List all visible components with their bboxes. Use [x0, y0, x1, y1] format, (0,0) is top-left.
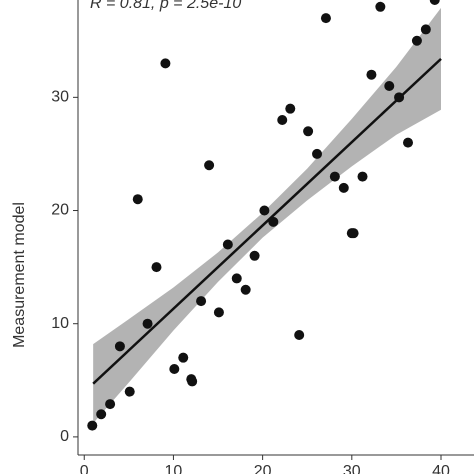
point [294, 330, 305, 341]
point [87, 420, 98, 431]
x-tick-label: 40 [432, 463, 450, 474]
x-tick-label: 30 [343, 463, 361, 474]
point [329, 171, 340, 182]
point [240, 284, 251, 295]
point [320, 13, 331, 24]
point [105, 399, 116, 410]
annotation: R = 0.81, p = 2.5e-10 [90, 0, 241, 12]
point [169, 363, 180, 374]
point [366, 69, 377, 80]
point [114, 341, 125, 352]
confidence-band [93, 7, 441, 424]
y-tick-label: 10 [51, 315, 69, 332]
point [348, 228, 359, 239]
point [303, 126, 314, 137]
point [132, 194, 143, 205]
point [312, 148, 323, 159]
point [420, 24, 431, 35]
regression-line [92, 57, 442, 385]
point [196, 296, 207, 307]
point [222, 239, 233, 250]
point [178, 352, 189, 363]
point [277, 114, 288, 125]
y-axis-label: Measurement model [11, 202, 28, 348]
point [187, 376, 198, 387]
y-tick-label: 30 [51, 89, 69, 106]
point [338, 182, 349, 193]
point [285, 103, 296, 114]
point [429, 0, 440, 5]
point [160, 58, 171, 69]
point [259, 205, 270, 216]
point [375, 1, 386, 12]
y-tick-label: 20 [51, 202, 69, 219]
point [204, 160, 215, 171]
point [249, 250, 260, 261]
point [384, 81, 395, 92]
point [142, 318, 153, 329]
point [403, 137, 413, 148]
x-tick-label: 10 [165, 463, 183, 474]
point [151, 262, 162, 273]
point [357, 171, 368, 182]
x-tick-label: 20 [254, 463, 272, 474]
point [268, 216, 279, 227]
point [394, 92, 405, 103]
point [411, 35, 422, 46]
point [96, 409, 107, 420]
point [213, 307, 224, 318]
y-tick-label: 0 [60, 428, 69, 445]
point [231, 273, 242, 284]
x-tick-label: 0 [80, 463, 89, 474]
point [124, 386, 135, 397]
